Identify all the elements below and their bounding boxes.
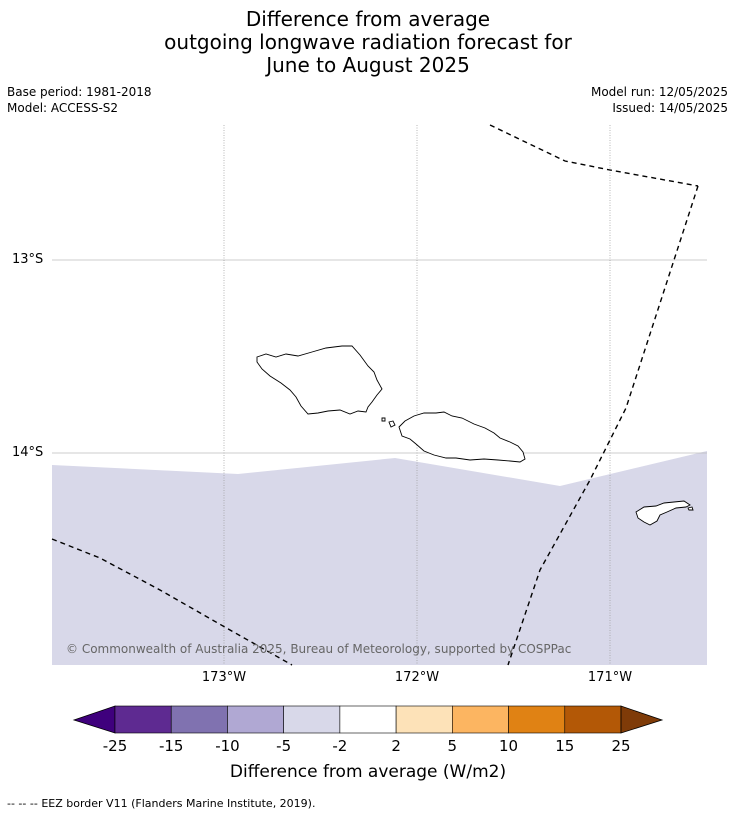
meta-right: Model run: 12/05/2025 Issued: 14/05/2025 — [591, 84, 728, 116]
eez-border-north — [489, 124, 699, 187]
colorbar-bin-7 — [508, 705, 566, 734]
issued-date: Issued: 14/05/2025 — [612, 101, 728, 115]
colorbar-tick-label: 10 — [499, 737, 519, 755]
eez-border-east — [507, 185, 699, 666]
colorbar-bin-5 — [395, 705, 453, 734]
lon-label-173w: 173°W — [201, 670, 247, 685]
model-run: Model run: 12/05/2025 — [590, 85, 728, 99]
base-period: Base period: 1981-2018 — [7, 85, 152, 99]
colorbar-tick-label: -2 — [332, 737, 348, 755]
colorbar-bin-1 — [170, 705, 228, 734]
map-title: Difference from average outgoing longwav… — [0, 8, 736, 77]
colorbar-tick-label: -10 — [215, 737, 240, 755]
colorbar-tick-label: 2 — [391, 737, 401, 755]
colorbar-bin-4 — [339, 705, 397, 734]
colorbar-title: Difference from average (W/m2) — [229, 762, 507, 782]
colorbar-tick-label: 5 — [447, 737, 458, 755]
eez-border-southwest — [51, 538, 293, 666]
lat-label-14s: 14°S — [12, 445, 44, 460]
shaded-anomaly-region — [52, 451, 707, 665]
colorbar-tick-label: 15 — [555, 737, 575, 755]
aunuu-island — [687, 506, 694, 511]
eez-borders — [51, 124, 699, 666]
eez-legend-text: EEZ border V11 (Flanders Marine Institut… — [41, 797, 316, 810]
colorbar-bin-3 — [283, 705, 341, 734]
colorbar — [72, 705, 664, 734]
lat-label-13s: 13°S — [12, 252, 44, 267]
title-line-3: June to August 2025 — [266, 53, 470, 77]
savaii-island — [256, 345, 383, 415]
colorbar-tick-label: -25 — [102, 737, 128, 755]
apolima-island — [381, 417, 386, 422]
copyright-notice: © Commonwealth of Australia 2025, Bureau… — [66, 642, 572, 656]
colorbar-bin-6 — [452, 705, 509, 734]
title-line-1: Difference from average — [245, 7, 491, 31]
colorbar-tick-label: 25 — [611, 737, 631, 755]
lon-label-172w: 172°W — [394, 670, 440, 685]
colorbar-bin-8 — [564, 705, 622, 734]
colorbar-tick-label: -15 — [158, 737, 184, 755]
colorbar-tick-label: -5 — [276, 737, 292, 755]
colorbar-arrow-high — [620, 705, 664, 734]
colorbar-bin-2 — [227, 705, 284, 734]
footer-legend: -- -- -- EEZ border V11 (Flanders Marine… — [7, 797, 315, 810]
graticule — [52, 125, 707, 665]
eez-legend-marker: -- -- -- — [7, 797, 38, 810]
meta-left: Base period: 1981-2018 Model: ACCESS-S2 — [7, 84, 152, 116]
colorbar-arrow-low — [72, 705, 116, 734]
lon-label-171w: 171°W — [587, 670, 633, 685]
model-name: Model: ACCESS-S2 — [7, 101, 119, 115]
colorbar-bin-0 — [114, 705, 172, 734]
upolu-island — [398, 411, 526, 463]
manono-island — [388, 420, 396, 428]
title-line-2: outgoing longwave radiation forecast for — [164, 30, 572, 54]
tutuila-island — [635, 500, 691, 526]
islands — [256, 345, 694, 526]
